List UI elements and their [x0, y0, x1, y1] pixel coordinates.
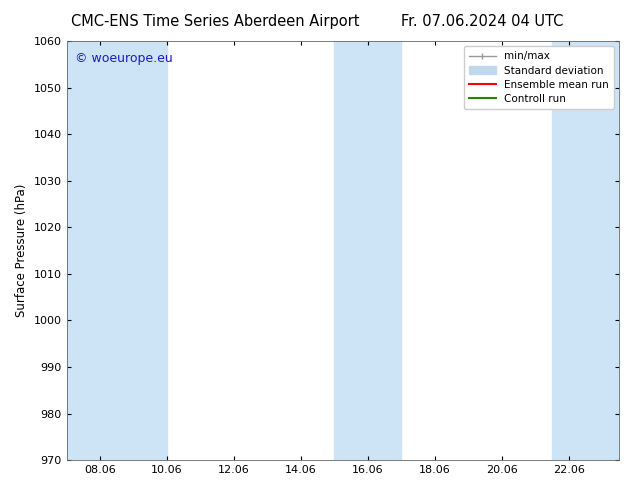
- Bar: [67, 41, 134, 460]
- Bar: [552, 41, 619, 460]
- Bar: [134, 41, 167, 460]
- Legend: min/max, Standard deviation, Ensemble mean run, Controll run: min/max, Standard deviation, Ensemble me…: [464, 46, 614, 109]
- Text: Fr. 07.06.2024 04 UTC: Fr. 07.06.2024 04 UTC: [401, 14, 563, 29]
- Bar: [334, 41, 401, 460]
- Text: CMC-ENS Time Series Aberdeen Airport: CMC-ENS Time Series Aberdeen Airport: [71, 14, 360, 29]
- Y-axis label: Surface Pressure (hPa): Surface Pressure (hPa): [15, 184, 28, 318]
- Text: © woeurope.eu: © woeurope.eu: [75, 51, 172, 65]
